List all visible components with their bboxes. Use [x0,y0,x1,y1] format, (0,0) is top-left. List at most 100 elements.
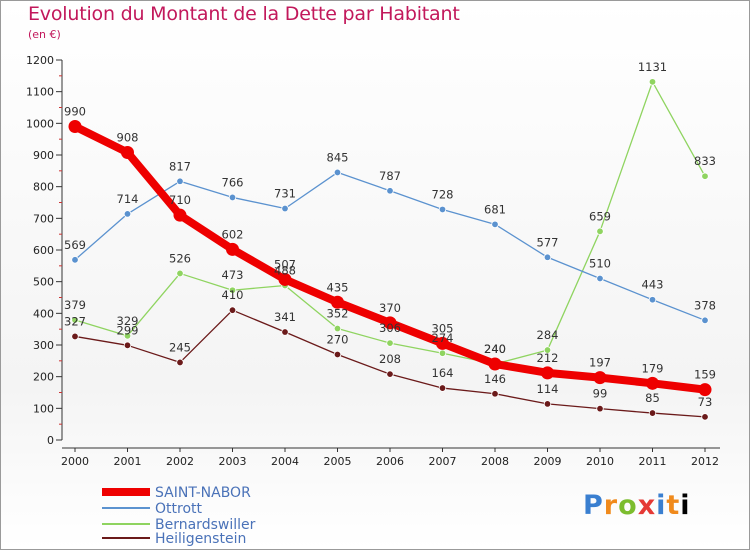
data-point [123,332,132,340]
x-tick-label: 2006 [376,455,404,468]
y-tick-label: 700 [33,212,54,225]
y-tick-label: 1100 [26,86,54,99]
data-point [173,208,187,222]
data-point [228,286,237,294]
data-point [71,316,79,324]
data-label: 681 [484,202,506,216]
data-point [281,328,289,336]
data-point [698,383,712,397]
data-point [438,384,447,392]
data-label: 379 [64,298,86,312]
x-tick-label: 2008 [481,455,509,468]
data-point [701,172,709,180]
data-label: 410 [222,288,244,302]
data-label: 306 [379,321,401,335]
legend: SAINT-NABOROttrottBernardswillerHeiligen… [102,485,256,547]
data-label: 833 [694,154,716,168]
y-tick-label: 500 [33,276,54,289]
data-point [176,177,184,185]
data-point [333,168,342,177]
data-point [491,390,499,398]
data-point [491,220,499,229]
data-label: 73 [698,395,713,409]
data-label: 341 [274,310,296,324]
x-tick-label: 2009 [534,455,562,468]
data-point [226,242,239,256]
x-tick-label: 2003 [219,455,247,468]
data-label: 378 [694,298,716,312]
data-point [121,145,134,159]
data-point [386,370,394,378]
data-point [228,306,237,314]
data-label: 240 [484,342,506,356]
data-label: 305 [432,321,454,335]
data-label: 659 [589,209,611,223]
data-label: 714 [117,192,139,206]
data-label: 1131 [638,60,667,74]
data-point [68,120,82,133]
data-point [541,366,554,380]
legend-label: Ottrott [155,501,203,517]
data-point [383,316,397,330]
data-label: 577 [537,235,559,249]
y-tick-label: 0 [47,434,54,447]
x-tick-label: 2005 [324,455,352,468]
x-tick-label: 2004 [271,455,299,468]
data-label: 284 [537,328,559,342]
data-label: 473 [222,268,244,282]
x-tick-label: 2002 [166,455,194,468]
data-label: 435 [327,280,349,294]
data-label: 99 [593,387,608,401]
data-point [543,253,552,261]
data-point [648,296,657,304]
data-label: 114 [537,382,559,396]
data-point [436,336,449,350]
x-tick-label: 2007 [429,455,457,468]
x-tick-label: 2000 [61,455,89,468]
data-label: 179 [642,361,664,375]
y-tick-label: 600 [33,244,54,257]
data-point [701,316,709,324]
legend-label: SAINT-NABOR [155,485,251,501]
y-tick-label: 300 [33,339,54,352]
data-point [176,358,184,367]
data-label: 146 [484,372,506,386]
data-label: 728 [432,187,454,201]
data-label: 731 [274,187,296,201]
y-tick-label: 100 [33,402,54,415]
y-tick-label: 900 [33,149,54,162]
x-tick-label: 2012 [691,455,719,468]
data-labels: 990 908 710 602 507 435 370 305 240 212 197 179 159 5… [64,60,716,409]
data-point [71,332,79,341]
x-tick-label: 2001 [114,455,142,468]
data-point [438,205,447,214]
data-label: 526 [169,251,191,265]
data-point [701,413,709,421]
data-point [543,400,552,408]
legend-label: Heiligenstein [155,531,246,547]
data-label: 352 [327,307,349,321]
data-label: 510 [589,257,611,271]
data-point [123,341,132,350]
data-label: 766 [222,175,244,189]
data-label: 164 [432,366,454,380]
data-label: 212 [537,351,559,365]
data-point [488,357,502,371]
data-label: 507 [274,257,296,271]
data-point [543,346,552,354]
axes: 0 100 200 300 400 500 600 700 800 900 1000 1100 1200… [26,54,720,468]
data-point [331,295,344,309]
data-point [596,274,604,283]
data-label: 602 [222,227,244,241]
data-point [71,256,79,264]
data-label: 710 [169,193,191,207]
data-point [278,272,292,286]
series-lines [68,78,712,421]
data-point [596,404,604,413]
y-tick-label: 800 [33,181,54,194]
data-label: 245 [169,340,191,354]
data-label: 370 [379,301,401,315]
data-label: 197 [589,356,611,370]
data-point [648,78,657,86]
data-point [648,409,657,417]
